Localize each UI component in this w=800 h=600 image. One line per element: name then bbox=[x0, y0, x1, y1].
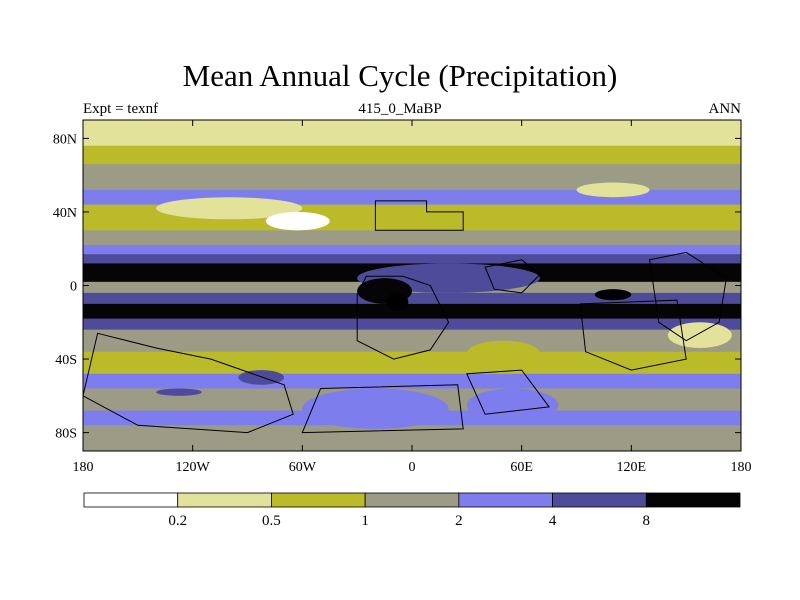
land-outline bbox=[356, 275, 450, 360]
map-title: Mean Annual Cycle (Precipitation) bbox=[182, 58, 618, 93]
colorbar-label: 1 bbox=[361, 513, 369, 529]
precip-patch bbox=[265, 211, 330, 231]
map-axes: 80N 40N 0 40S 80S 180 120W 60W 0 60E 120E 180 bbox=[53, 120, 752, 475]
land-outline bbox=[579, 299, 687, 371]
precip-band bbox=[83, 373, 741, 389]
precip-band bbox=[83, 351, 741, 375]
precip-patch bbox=[594, 289, 632, 301]
land-outline bbox=[649, 251, 727, 342]
lat-tick-label: 80S bbox=[55, 427, 77, 442]
experiment-label: Expt = texnf bbox=[83, 101, 159, 117]
colorbar-swatch bbox=[645, 492, 741, 508]
lat-tick-label: 80N bbox=[53, 132, 77, 147]
precip-band bbox=[83, 329, 741, 353]
colorbar-swatch bbox=[177, 492, 272, 508]
precip-band bbox=[83, 292, 741, 305]
precip-patch bbox=[156, 388, 202, 396]
colorbar-label: 8 bbox=[643, 513, 651, 529]
land-outline bbox=[301, 384, 464, 434]
lon-tick-label: 120W bbox=[176, 460, 211, 475]
lon-tick-label: 120E bbox=[617, 460, 647, 475]
continent-outlines bbox=[83, 200, 727, 434]
season-label: ANN bbox=[708, 101, 742, 117]
precip-band bbox=[83, 254, 741, 264]
lat-tick-label: 40S bbox=[55, 353, 77, 368]
precip-band bbox=[83, 230, 741, 246]
colorbar-swatch bbox=[364, 492, 460, 508]
precip-patch bbox=[302, 388, 449, 429]
precipitation-field bbox=[83, 120, 741, 451]
lon-tick-label: 180 bbox=[73, 460, 94, 475]
precip-band bbox=[83, 245, 741, 255]
land-outline bbox=[374, 200, 464, 231]
precip-patch bbox=[386, 292, 409, 312]
lat-tick-label: 0 bbox=[70, 280, 77, 295]
colorbar-swatch bbox=[458, 492, 553, 508]
precip-patch bbox=[576, 182, 650, 198]
lat-tick-label: 40N bbox=[53, 206, 77, 221]
time-period-label: 415_0_MaBP bbox=[358, 101, 442, 117]
precip-band bbox=[83, 303, 741, 320]
land-outline bbox=[484, 259, 541, 294]
colorbar-label: 0.5 bbox=[262, 513, 281, 529]
colorbar-swatch bbox=[271, 492, 366, 508]
lon-tick-label: 0 bbox=[409, 460, 416, 475]
precip-patch bbox=[156, 197, 303, 220]
lon-tick-label: 180 bbox=[731, 460, 752, 475]
land-outline bbox=[466, 369, 551, 415]
lon-tick-label: 60E bbox=[510, 460, 533, 475]
colorbar-label: 0.2 bbox=[168, 513, 187, 529]
colorbar-swatch bbox=[83, 492, 179, 508]
colorbar-label: 4 bbox=[549, 513, 557, 529]
lon-tick-label: 60W bbox=[289, 460, 317, 475]
precip-patch bbox=[466, 340, 540, 367]
precip-band bbox=[83, 145, 741, 165]
land-outline bbox=[83, 332, 294, 434]
colorbar-label: 2 bbox=[455, 513, 463, 529]
precip-band bbox=[83, 318, 741, 331]
colorbar: 0.2 0.5 1 2 4 8 bbox=[83, 492, 741, 529]
colorbar-swatch bbox=[552, 492, 647, 508]
